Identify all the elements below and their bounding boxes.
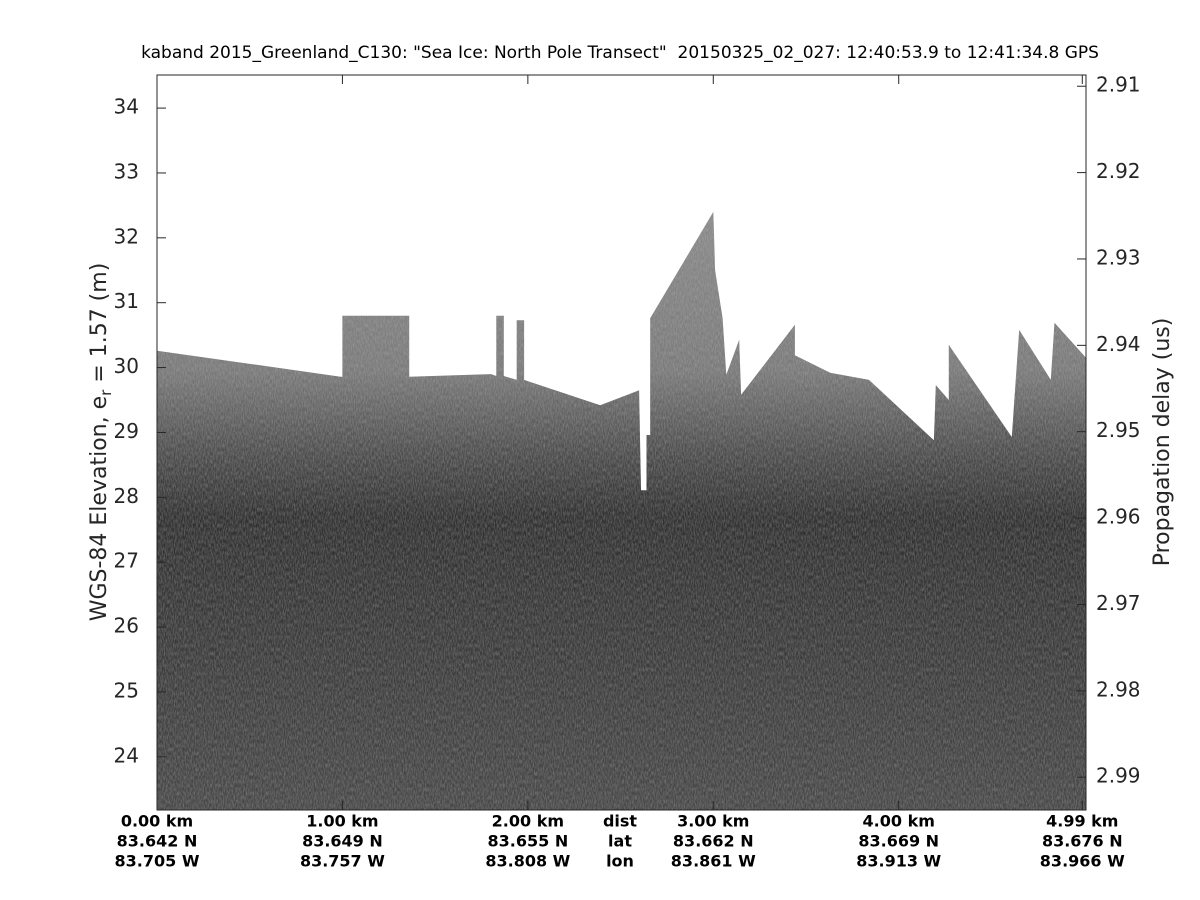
y-tick-label: 30 — [114, 354, 139, 378]
y-tick-label: 31 — [114, 289, 139, 313]
plot-area — [157, 211, 1086, 810]
x-tick-label: 2.00 km — [492, 812, 564, 831]
lat-label: 83.649 N — [302, 832, 383, 851]
lon-label: 83.861 W — [671, 852, 756, 871]
y-tick-label: 34 — [114, 95, 139, 119]
lat-label: 83.642 N — [117, 832, 198, 851]
y-label-end: = 1.57 (m) — [87, 263, 112, 390]
y2-axis-label: Propagation delay (us) — [1150, 318, 1175, 567]
chart-title: kaband 2015_Greenland_C130: "Sea Ice: No… — [141, 43, 1099, 63]
lat-label: 83.662 N — [673, 832, 754, 851]
y2-tick-label: 2.99 — [1096, 764, 1141, 788]
y-tick-label: 24 — [114, 743, 139, 767]
y-tick-label: 29 — [114, 419, 139, 443]
lat-label: 83.669 N — [858, 832, 939, 851]
y-tick-label: 28 — [114, 484, 139, 508]
lat-label: 83.676 N — [1042, 832, 1123, 851]
x-tick-label: 3.00 km — [677, 812, 749, 831]
y-tick-label: 25 — [114, 678, 139, 702]
echogram-noise — [157, 211, 1086, 810]
lon-label: 83.705 W — [115, 852, 200, 871]
lon-label: 83.757 W — [300, 852, 385, 871]
y2-tick-label: 2.95 — [1096, 418, 1141, 442]
y2-tick-label: 2.97 — [1096, 591, 1141, 615]
y-axis-label: WGS-84 Elevation, er = 1.57 (m) — [87, 263, 115, 622]
x-tick-label: 4.99 km — [1046, 812, 1118, 831]
x-tick-label: 1.00 km — [306, 812, 378, 831]
y2-tick-label: 2.96 — [1096, 505, 1141, 529]
y-tick-label: 26 — [114, 614, 139, 638]
axes-box — [156, 74, 1087, 811]
y-tick-label: 27 — [114, 549, 139, 573]
y-label-main: WGS-84 Elevation, e — [87, 396, 112, 621]
row-label: lon — [606, 852, 634, 871]
lon-label: 83.913 W — [856, 852, 941, 871]
lon-label: 83.808 W — [485, 852, 570, 871]
row-label: lat — [608, 832, 632, 851]
row-label: dist — [603, 812, 637, 831]
y2-tick-label: 2.98 — [1096, 677, 1141, 701]
y-tick-label: 33 — [114, 159, 139, 183]
lat-label: 83.655 N — [488, 832, 569, 851]
y2-tick-label: 2.92 — [1096, 159, 1141, 183]
x-tick-label: 4.00 km — [863, 812, 935, 831]
y2-tick-label: 2.94 — [1096, 332, 1141, 356]
y-tick-label: 32 — [114, 224, 139, 248]
lon-label: 83.966 W — [1040, 852, 1125, 871]
y2-tick-label: 2.93 — [1096, 245, 1141, 269]
y2-tick-label: 2.91 — [1096, 73, 1141, 97]
y-label-sub: r — [97, 389, 115, 396]
x-tick-label: 0.00 km — [121, 812, 193, 831]
